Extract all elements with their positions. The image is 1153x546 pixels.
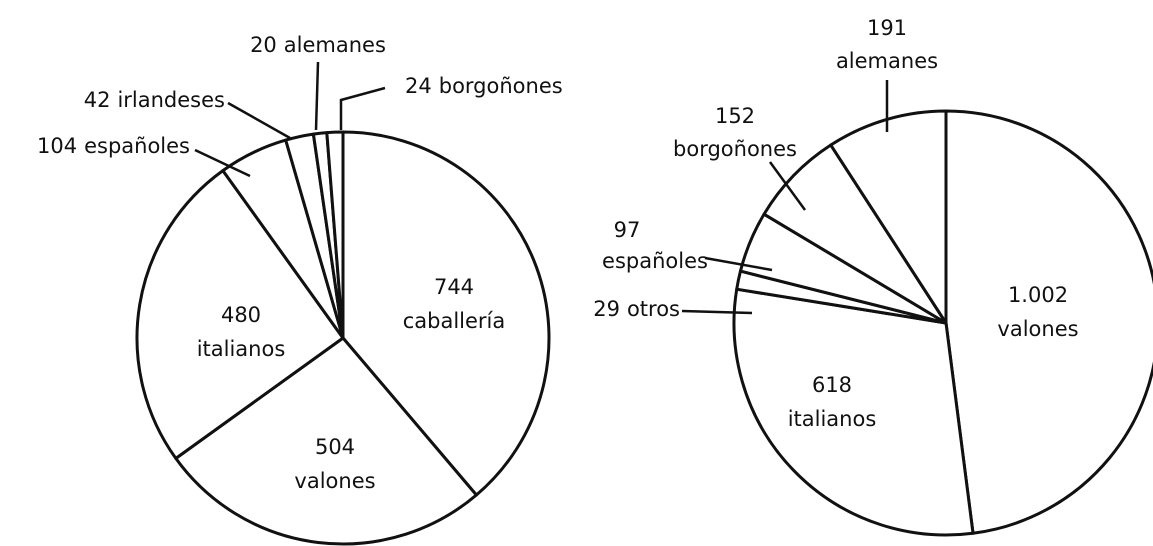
slice-value: 42 <box>84 88 111 112</box>
slice-name: irlandeses <box>117 88 225 112</box>
slice-label: 104 españoles <box>37 134 190 158</box>
pie-slice <box>135 169 345 460</box>
slice-name: otros <box>627 297 680 321</box>
slice-name: alemanes <box>284 33 386 57</box>
slice-value: 504 <box>315 435 355 459</box>
slice-value: 29 <box>593 297 620 321</box>
slice-label: italianos <box>788 407 877 431</box>
slice-label: caballería <box>403 309 506 333</box>
slice-label: 24 borgoñones <box>405 74 563 98</box>
leader-line <box>314 61 320 131</box>
pie-slice <box>341 130 551 497</box>
slice-value: 152 <box>715 104 755 128</box>
slice-label: italianos <box>197 337 286 361</box>
leader-line <box>339 86 386 130</box>
leader-line <box>194 148 251 178</box>
leader-line <box>681 309 753 315</box>
pie-slice <box>325 130 345 340</box>
pie-slice <box>174 336 478 546</box>
slice-label: alemanes <box>836 49 938 73</box>
slice-label: 29 otros <box>593 297 680 321</box>
slice-value: 24 <box>405 74 432 98</box>
slice-value: 744 <box>434 275 474 299</box>
slice-value: 20 <box>250 33 277 57</box>
slice-value: 618 <box>812 373 852 397</box>
slice-label: 20 alemanes <box>250 33 386 57</box>
slice-label: borgoñones <box>673 137 797 161</box>
pie-slice <box>944 109 1153 535</box>
slice-value: 104 <box>37 134 77 158</box>
slice-label: valones <box>294 469 375 493</box>
leader-line <box>704 256 773 272</box>
leader-line <box>227 101 291 140</box>
slice-label: españoles <box>602 249 708 273</box>
leader-line <box>768 161 807 211</box>
pie-slice <box>732 287 975 537</box>
slice-name: borgoñones <box>439 74 563 98</box>
slice-name: españoles <box>84 134 190 158</box>
slice-label: valones <box>997 317 1078 341</box>
slice-value: 480 <box>221 303 261 327</box>
slice-value: 97 <box>614 218 641 242</box>
slice-label: 42 irlandeses <box>84 88 225 112</box>
slice-value: 1.002 <box>1008 283 1068 307</box>
slice-value: 191 <box>867 16 907 40</box>
